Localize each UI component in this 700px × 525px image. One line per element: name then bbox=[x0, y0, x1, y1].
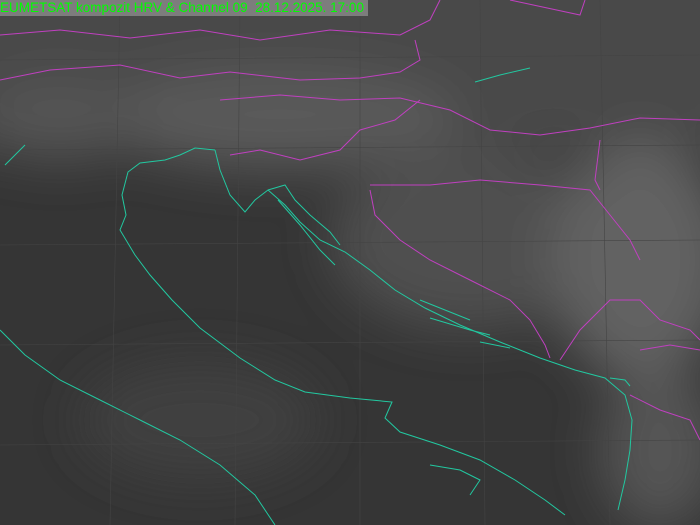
country-borders bbox=[0, 0, 700, 441]
coastline bbox=[0, 67, 633, 525]
image-title: EUMETSAT kompozit HRV & Channel 09 28.12… bbox=[0, 0, 368, 16]
